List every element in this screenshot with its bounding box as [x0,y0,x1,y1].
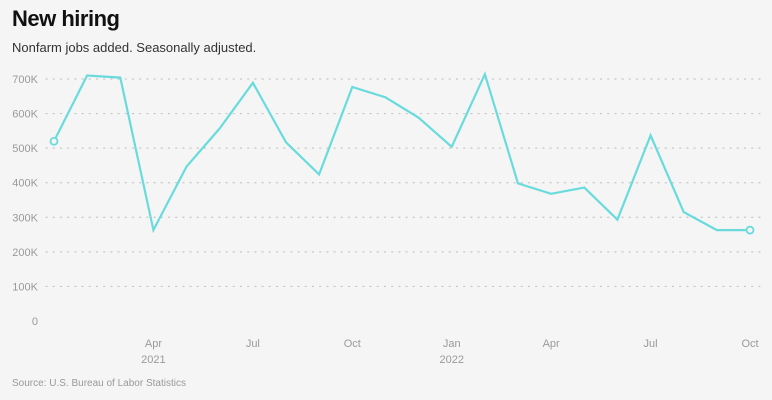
x-tick-label: Jul [644,338,658,350]
y-tick-label: 100K [12,281,38,293]
x-tick-label: Jan [443,338,461,350]
x-tick-label: Apr [145,338,162,350]
chart-subtitle: Nonfarm jobs added. Seasonally adjusted. [12,40,257,55]
y-axis-ticks: 0 100K 200K 300K 400K 500K 600K 700K [12,74,38,328]
y-tick-label: 400K [12,178,38,190]
x-tick-label: Oct [344,338,361,350]
y-tick-label: 600K [12,109,38,121]
y-tick-label: 0 [32,316,38,328]
chart-title: New hiring [12,6,120,31]
y-tick-label: 300K [12,212,38,224]
source-note: Source: U.S. Bureau of Labor Statistics [12,378,186,389]
gridlines [45,78,761,288]
x-tick-label: Jul [246,338,260,350]
endpoint-marker [49,136,59,146]
series-line [53,71,750,234]
endpoint-marker [745,225,755,235]
x-axis-ticks: Apr 2021 Jul Oct Jan 2022 Apr Jul Oct [141,338,758,366]
x-tick-year-label: 2022 [439,354,463,366]
x-tick-label: Apr [543,338,560,350]
y-tick-label: 200K [12,247,38,259]
y-tick-label: 500K [12,143,38,155]
series-layer [49,71,755,235]
y-tick-label: 700K [12,74,38,86]
x-tick-year-label: 2021 [141,354,165,366]
x-tick-label: Oct [741,338,758,350]
